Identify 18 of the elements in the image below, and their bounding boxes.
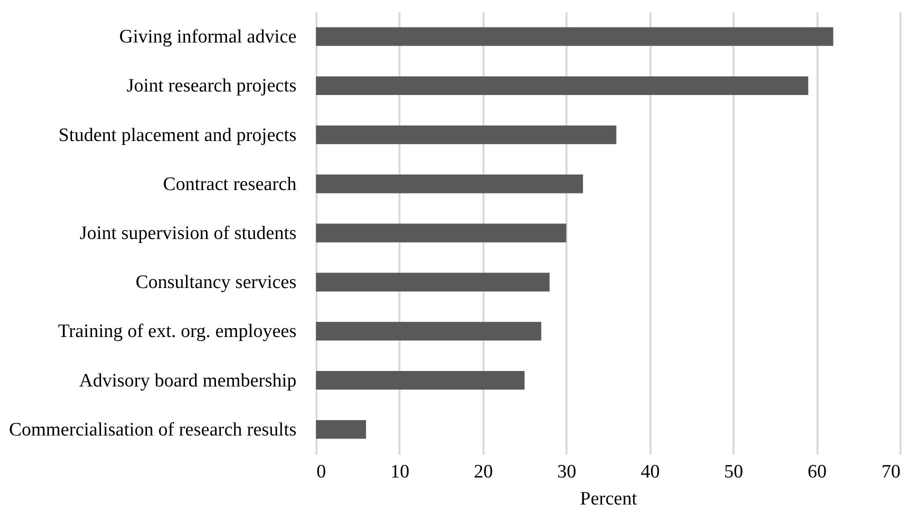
x-tick-label: 60 bbox=[808, 462, 827, 482]
y-tick-label: Student placement and projects bbox=[58, 124, 296, 146]
x-tick-label: 0 bbox=[316, 462, 326, 482]
y-tick-label: Commercialisation of research results bbox=[8, 419, 296, 440]
y-tick-label: Training of ext. org. employees bbox=[58, 321, 296, 342]
y-tick-label: Contract research bbox=[163, 174, 297, 195]
y-tick-label: Giving informal advice bbox=[119, 26, 296, 48]
y-tick-label: Joint supervision of students bbox=[80, 223, 296, 244]
x-tick-label: 10 bbox=[390, 462, 410, 482]
x-axis-title: Percent bbox=[580, 488, 638, 510]
x-tick-label: 40 bbox=[640, 462, 660, 482]
x-tick-label: 20 bbox=[474, 462, 493, 482]
x-tick-label: 70 bbox=[882, 462, 900, 482]
y-tick-label: Advisory board membership bbox=[79, 370, 296, 392]
x-tick-label: 50 bbox=[724, 462, 744, 482]
y-tick-label: Consultancy services bbox=[136, 272, 296, 294]
y-tick-label: Joint research projects bbox=[126, 76, 296, 97]
x-tick-label: 30 bbox=[557, 462, 576, 482]
